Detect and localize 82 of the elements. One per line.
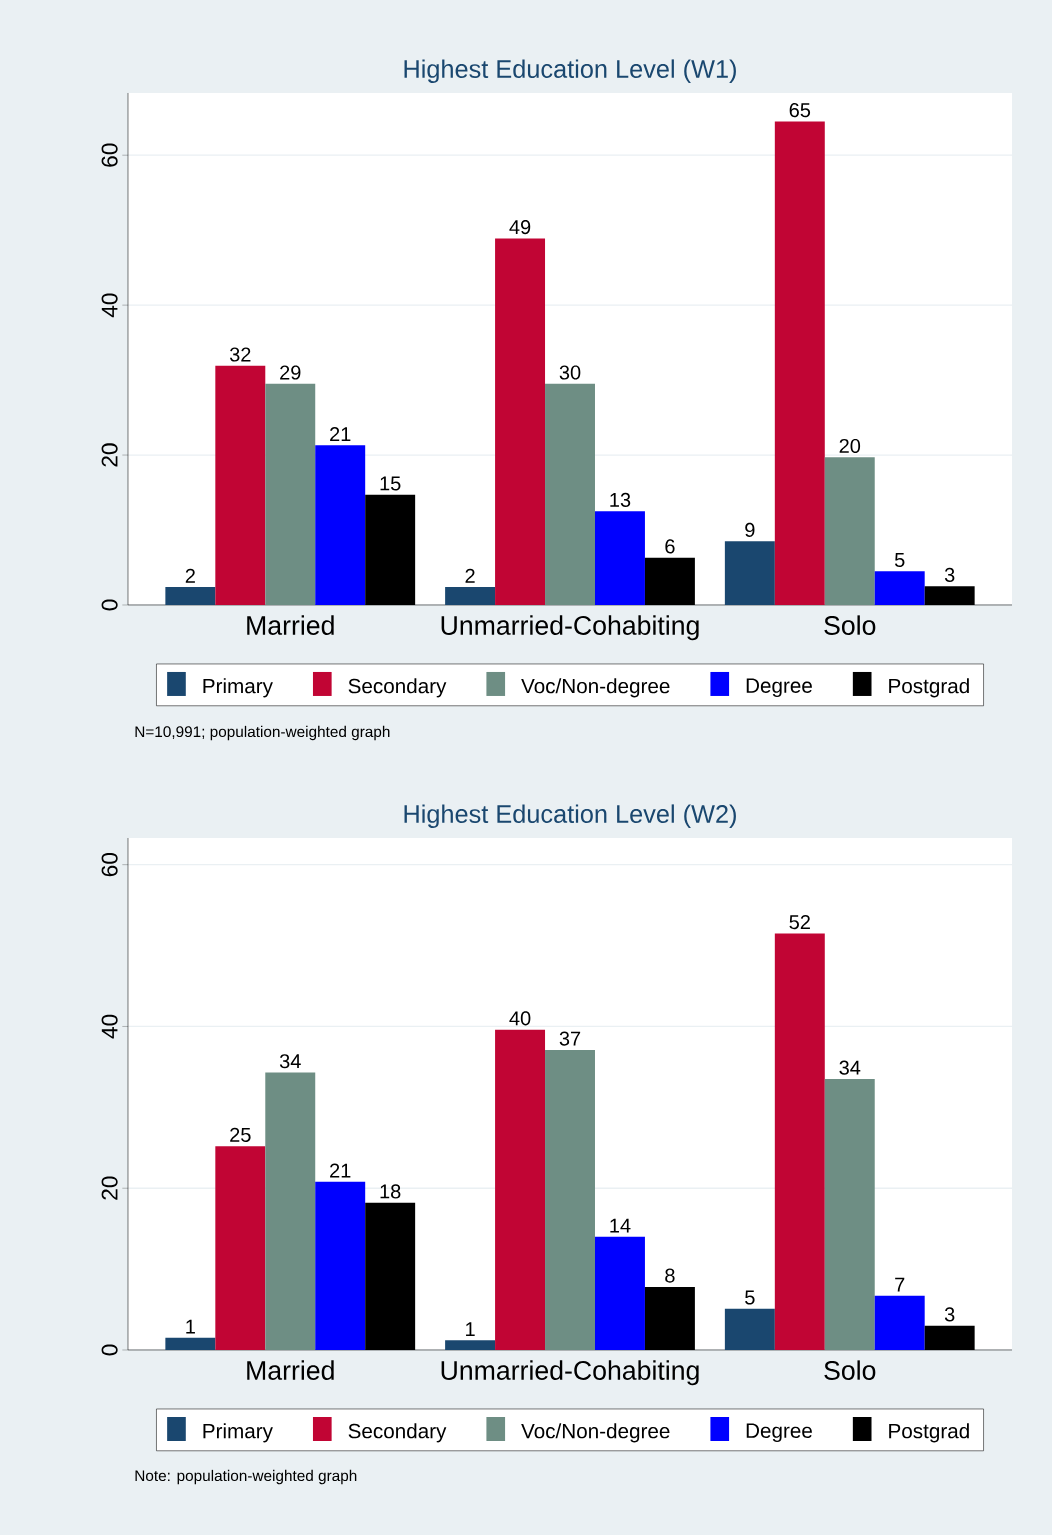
data-label: 37 [559, 1031, 581, 1046]
data-label: 8 [665, 1268, 675, 1283]
bar [594, 511, 645, 605]
data-label: 34 [279, 1054, 301, 1069]
y-tick-label: 20 [101, 443, 118, 467]
bar [215, 365, 266, 605]
bar [594, 1236, 645, 1350]
x-tick-label: Solo [824, 615, 876, 635]
data-label: 3 [944, 1307, 955, 1322]
bar [265, 1072, 316, 1350]
bar [774, 933, 825, 1350]
x-tick-label: Unmarried-Cohabiting [441, 1360, 699, 1386]
bar [874, 571, 925, 605]
legend-label: Degree [746, 678, 812, 698]
data-label: 32 [229, 347, 251, 362]
bar [545, 1049, 595, 1350]
text: Note: population-weighted graph [135, 1469, 357, 1485]
y-tick-label: 60 [101, 143, 118, 167]
bar [495, 1029, 546, 1350]
bar [874, 1295, 925, 1350]
bar [545, 383, 595, 605]
data-label: 29 [280, 365, 301, 380]
x-tick-label: Married [247, 615, 334, 635]
x-tick-label: Unmarried-Cohabiting [441, 615, 699, 641]
data-label: 20 [839, 438, 861, 454]
chart-title: Highest Education Level (W1) [404, 59, 736, 83]
legend-label: Postgrad [889, 1423, 969, 1443]
y-tick-label: 40 [101, 293, 118, 318]
bar [724, 1308, 775, 1350]
legend-label: Degree [746, 1423, 812, 1443]
legend-label: Voc/Non-degree [521, 1423, 670, 1443]
bar [315, 445, 366, 605]
data-label: 65 [789, 103, 811, 118]
data-label: 52 [789, 915, 810, 930]
data-label: 21 [330, 1163, 351, 1178]
x-tick-label: Solo [824, 1360, 876, 1380]
bar [445, 587, 496, 605]
data-label: 2 [465, 568, 475, 583]
bar [215, 1146, 266, 1350]
chart-title: Highest Education Level (W2) [404, 804, 736, 828]
bar [445, 1340, 496, 1350]
data-label: 13 [610, 492, 631, 508]
bar [315, 1181, 366, 1350]
data-label: 15 [380, 476, 401, 491]
y-tick-label: 40 [101, 1014, 118, 1039]
data-label: 40 [509, 1011, 531, 1026]
legend-label: Primary [203, 678, 273, 698]
data-label: 9 [745, 522, 755, 537]
data-label: 6 [665, 539, 675, 554]
data-label: 49 [509, 220, 531, 235]
legend-label: Secondary [348, 678, 447, 698]
y-tick-label: 20 [101, 1176, 118, 1200]
y-tick-label: 0 [101, 1344, 118, 1356]
data-label: 7 [895, 1277, 905, 1292]
bar [724, 541, 775, 605]
data-label: 34 [839, 1060, 861, 1075]
data-label: 5 [745, 1290, 755, 1305]
y-tick-label: 60 [101, 852, 118, 877]
bar [265, 383, 316, 605]
data-label: 2 [185, 568, 195, 583]
data-label: 18 [380, 1184, 401, 1199]
legend-label: Primary [203, 1423, 273, 1443]
bar [824, 1079, 875, 1350]
bar [165, 1337, 216, 1350]
bar [495, 238, 546, 605]
data-label: 14 [610, 1218, 631, 1233]
y-tick-label: 0 [101, 599, 118, 611]
data-label: 3 [944, 567, 955, 582]
data-label: 21 [330, 427, 351, 442]
bar [165, 587, 216, 605]
legend-label: Postgrad [889, 678, 969, 698]
x-tick-label: Married [247, 1360, 334, 1380]
bar [824, 457, 875, 605]
data-label: 25 [230, 1127, 251, 1142]
legend-label: Voc/Non-degree [521, 678, 670, 698]
legend-label: Secondary [348, 1423, 447, 1443]
data-label: 1 [186, 1319, 195, 1334]
data-label: 30 [559, 365, 581, 380]
bar [774, 121, 825, 605]
text: N=10,991; population-weighted graph [135, 725, 390, 741]
data-label: 1 [466, 1322, 475, 1337]
data-label: 5 [894, 553, 905, 567]
